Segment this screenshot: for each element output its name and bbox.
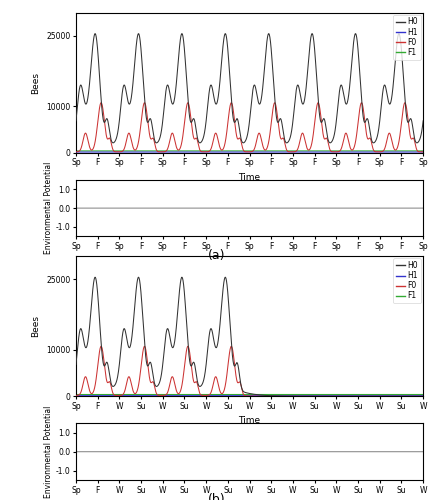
Legend: H0, H1, F0, F1: H0, H1, F0, F1 (394, 258, 421, 303)
X-axis label: Time: Time (239, 173, 260, 182)
Text: (a): (a) (208, 249, 226, 262)
Y-axis label: Environmental Potential: Environmental Potential (44, 406, 53, 498)
Legend: H0, H1, F0, F1: H0, H1, F0, F1 (394, 15, 421, 60)
Text: (b): (b) (208, 492, 226, 500)
X-axis label: Time: Time (239, 416, 260, 426)
Y-axis label: Environmental Potential: Environmental Potential (44, 162, 53, 254)
Y-axis label: Bees: Bees (32, 72, 41, 94)
X-axis label: Time: Time (239, 256, 260, 266)
Y-axis label: Bees: Bees (32, 315, 41, 337)
